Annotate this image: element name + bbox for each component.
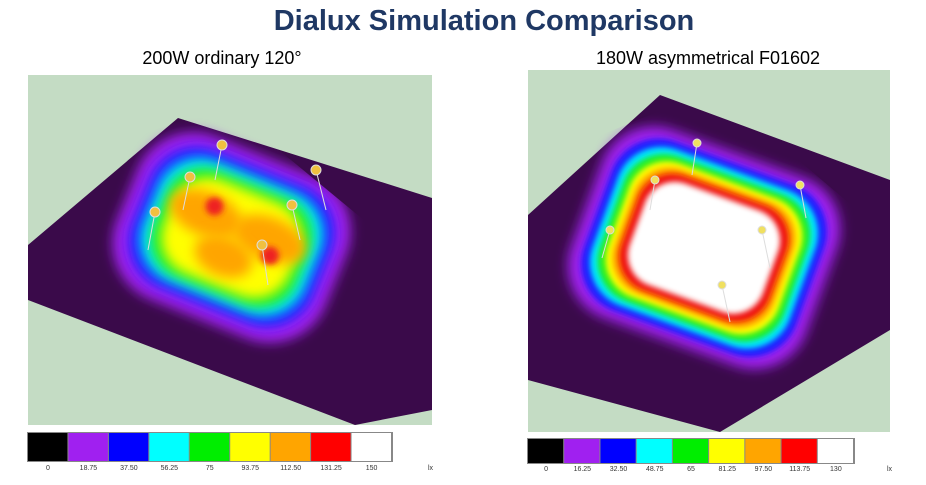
legend-label: 0: [46, 465, 50, 472]
legend-swatch: [564, 439, 600, 463]
legend-swatch: [270, 433, 311, 461]
legend-swatch: [351, 433, 391, 461]
legend-swatch: [600, 439, 636, 463]
legend-swatch: [636, 439, 672, 463]
legend-label: 131.25: [320, 465, 342, 472]
legend-label: 48.75: [646, 466, 664, 473]
legend-label: 65: [687, 466, 695, 473]
legend-label: 75: [206, 465, 214, 472]
legend-label: 113.75: [789, 466, 810, 473]
color-legend: 0 18.75 37.50 56.25 75 93.75 112.50 131.25 150 lx: [27, 432, 434, 472]
legend-swatch: [108, 433, 149, 461]
legend-label: 130: [830, 466, 842, 473]
legend-swatch: [28, 433, 68, 461]
legend-label: 37.50: [120, 465, 138, 472]
legend-swatch: [311, 433, 351, 461]
legend-swatch: [817, 439, 853, 463]
panel-subtitle: 200W ordinary 120°: [142, 48, 301, 68]
legend-swatch: [230, 433, 270, 461]
legend-swatch: [709, 439, 745, 463]
legend-swatch: [189, 433, 230, 461]
legend-swatch: [68, 433, 108, 461]
legend-label: 150: [366, 465, 378, 472]
legend-swatch: [781, 439, 817, 463]
legend-label: 0: [544, 466, 548, 473]
legend-unit: lx: [428, 465, 434, 472]
legend-swatch: [672, 439, 709, 463]
legend-swatch: [528, 439, 564, 463]
legend-label: 18.75: [80, 465, 98, 472]
legend-label: 97.50: [755, 466, 773, 473]
legend-swatch: [745, 439, 781, 463]
legend-label: 56.25: [161, 465, 179, 472]
legend-label: 112.50: [280, 465, 301, 472]
legend-label: 16.25: [574, 466, 592, 473]
legend-label: 32.50: [610, 466, 628, 473]
legend-label: 93.75: [241, 465, 259, 472]
legend-unit: lx: [887, 466, 893, 473]
slide-title: Dialux Simulation Comparison: [274, 5, 695, 37]
legend-swatch: [149, 433, 189, 461]
simulation-image: [528, 70, 890, 432]
legend-label: 81.25: [718, 466, 736, 473]
color-legend: 0 16.25 32.50 48.75 65 81.25 97.50 113.75 130 lx: [527, 438, 893, 473]
panel-subtitle: 180W asymmetrical F01602: [596, 48, 820, 68]
simulation-image: [28, 75, 432, 425]
